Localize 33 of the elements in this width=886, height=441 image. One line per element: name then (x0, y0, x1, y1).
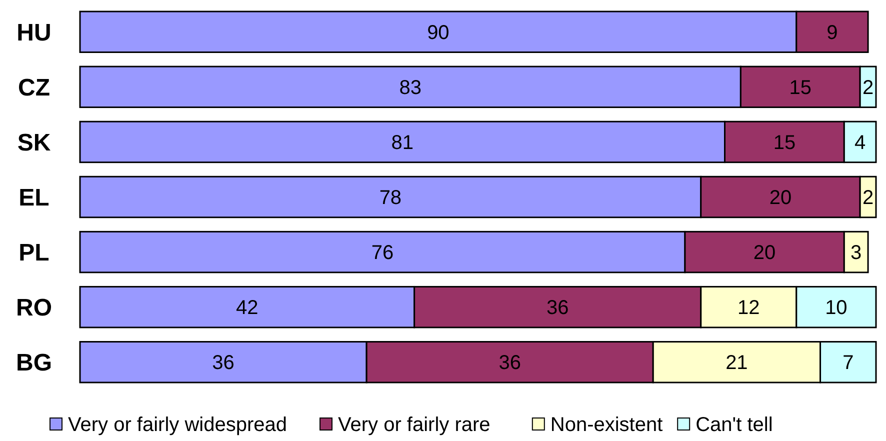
data-label: 15 (773, 132, 796, 154)
data-label: 12 (738, 297, 760, 320)
legend-label: Very or fairly rare (338, 414, 490, 436)
y-tick-label: RO (16, 294, 52, 322)
data-label: 20 (753, 242, 776, 264)
data-label: 42 (236, 297, 258, 320)
data-label: 76 (371, 242, 394, 264)
y-tick-label: SK (17, 129, 52, 156)
data-label: 4 (854, 132, 866, 154)
data-label: 7 (842, 352, 854, 374)
legend-label: Non-existent (550, 414, 664, 436)
y-tick-label: BG (16, 350, 52, 377)
data-label: 36 (546, 297, 569, 320)
data-label: 2 (862, 76, 874, 99)
y-tick-label: HU (16, 19, 52, 46)
data-label: 36 (498, 352, 521, 374)
data-label: 9 (826, 22, 838, 44)
y-tick-label: PL (18, 239, 50, 266)
data-label: 78 (379, 187, 402, 209)
data-label: 3 (850, 242, 862, 264)
data-label: 83 (399, 76, 422, 99)
y-tick-label: EL (18, 184, 50, 212)
y-tick-label: CZ (18, 74, 50, 102)
data-label: 36 (212, 352, 234, 374)
data-label: 2 (862, 187, 874, 209)
data-label: 21 (726, 352, 748, 374)
data-label: 10 (825, 297, 848, 320)
data-label: 81 (391, 132, 414, 154)
legend-label: Very or fairly widespread (68, 414, 287, 436)
data-label: 20 (769, 187, 792, 209)
legend-label: Can't tell (696, 414, 773, 436)
data-label: 15 (789, 76, 812, 99)
data-label: 90 (427, 22, 450, 44)
